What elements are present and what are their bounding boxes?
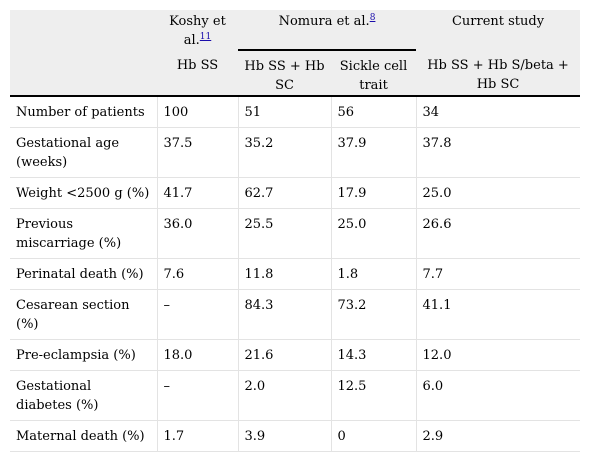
group-header-nomura: Nomura et al.8: [238, 10, 417, 51]
table-header: Koshy et al.11 Nomura et al.8 Current st…: [10, 10, 581, 97]
header-blank-cell: [10, 10, 157, 50]
table-row: Previous miscarriage (%) 36.0 25.5 25.0 …: [10, 208, 581, 259]
table-row: Cesarean section (%) – 84.3 73.2 41.1: [10, 289, 581, 340]
table-cell: 0: [331, 420, 417, 452]
table-row: Gestational diabetes (%) – 2.0 12.5 6.0: [10, 370, 581, 421]
table-row: Pre-eclampsia (%) 18.0 21.6 14.3 12.0: [10, 339, 581, 371]
table-cell: 12.0: [416, 339, 581, 371]
group-label: Nomura et al.: [278, 14, 370, 29]
table-cell: 3.9: [238, 420, 332, 452]
table-cell: 2.0: [238, 370, 332, 421]
row-label: Gestational age (weeks): [10, 127, 158, 178]
table-row: Gestational age (weeks) 37.5 35.2 37.9 3…: [10, 127, 581, 178]
row-label: Weight <2500 g (%): [10, 177, 158, 209]
table-row: Weight <2500 g (%) 41.7 62.7 17.9 25.0: [10, 177, 581, 209]
table-cell: 25.5: [238, 208, 332, 259]
row-label: Perinatal death (%): [10, 258, 158, 290]
row-label: Number of patients: [10, 96, 158, 128]
table-cell: 41.1: [416, 289, 581, 340]
table-cell: 37.8: [416, 127, 581, 178]
row-label: Maternal death (%): [10, 420, 158, 452]
table-cell: 21.6: [238, 339, 332, 371]
table-cell: 37.9: [331, 127, 417, 178]
table-cell: 1.7: [157, 420, 239, 452]
group-label: Current study: [451, 14, 545, 29]
table-cell: 35.2: [238, 127, 332, 178]
table-cell: 34: [416, 96, 581, 128]
reference-link-8[interactable]: 8: [369, 12, 376, 23]
table-cell: 11.8: [238, 258, 332, 290]
subheader-cell: Hb SS + Hb S/beta + Hb SC: [416, 50, 581, 97]
table-cell: 62.7: [238, 177, 332, 209]
table-cell: 17.9: [331, 177, 417, 209]
table-cell: 73.2: [331, 289, 417, 340]
table-cell: 7.6: [157, 258, 239, 290]
subheader-cell: Hb SS: [157, 50, 238, 97]
table-cell: 18.0: [157, 339, 239, 371]
row-label: Pre-eclampsia (%): [10, 339, 158, 371]
table-row: Maternal death (%) 1.7 3.9 0 2.9: [10, 420, 581, 452]
table-cell: 25.0: [416, 177, 581, 209]
table-cell: 51: [238, 96, 332, 128]
row-label: Previous miscarriage (%): [10, 208, 158, 259]
table-cell: 25.0: [331, 208, 417, 259]
group-header-row: Koshy et al.11 Nomura et al.8 Current st…: [10, 10, 581, 51]
table-cell: 56: [331, 96, 417, 128]
group-header-koshy: Koshy et al.11: [157, 10, 238, 50]
table-cell: 7.7: [416, 258, 581, 290]
table-cell: 2.9: [416, 420, 581, 452]
table-cell: –: [157, 289, 239, 340]
table-cell: –: [157, 370, 239, 421]
table-cell: 14.3: [331, 339, 417, 371]
reference-link-11[interactable]: 11: [199, 31, 212, 42]
table-cell: 84.3: [238, 289, 332, 340]
group-label: Koshy et al.: [169, 14, 226, 48]
table-row: Number of patients 100 51 56 34: [10, 96, 581, 128]
table-cell: 37.5: [157, 127, 239, 178]
subheader-blank-cell: [10, 50, 157, 97]
table-cell: 41.7: [157, 177, 239, 209]
table-cell: 6.0: [416, 370, 581, 421]
row-label: Cesarean section (%): [10, 289, 158, 340]
table-cell: 1.8: [331, 258, 417, 290]
table-body: Number of patients 100 51 56 34 Gestatio…: [10, 96, 581, 452]
group-header-current-study: Current study: [416, 10, 580, 50]
table-cell: 36.0: [157, 208, 239, 259]
subheader-cell: Sickle cell trait: [331, 50, 417, 97]
subheader-cell: Hb SS + Hb SC: [238, 50, 331, 97]
comparison-table: Koshy et al.11 Nomura et al.8 Current st…: [10, 10, 581, 452]
row-label: Gestational diabetes (%): [10, 370, 158, 421]
table-cell: 26.6: [416, 208, 581, 259]
table-cell: 100: [157, 96, 239, 128]
subheader-row: Hb SS Hb SS + Hb SC Sickle cell trait Hb…: [10, 50, 581, 97]
table-cell: 12.5: [331, 370, 417, 421]
table-row: Perinatal death (%) 7.6 11.8 1.8 7.7: [10, 258, 581, 290]
